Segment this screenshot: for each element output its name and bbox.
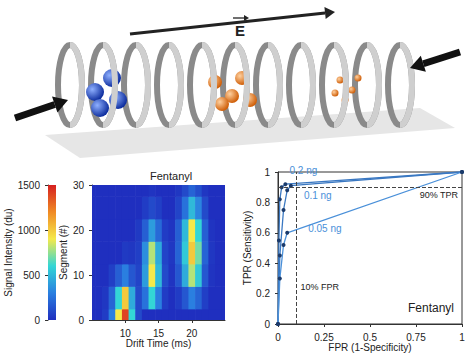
svg-text:10: 10: [120, 328, 132, 339]
svg-text:30: 30: [73, 180, 85, 191]
svg-text:20: 20: [73, 225, 85, 236]
svg-text:Signal Intensity (du): Signal Intensity (du): [3, 208, 14, 296]
svg-text:0.8: 0.8: [256, 197, 270, 208]
svg-text:Segment (#): Segment (#): [58, 225, 69, 280]
svg-text:0.05 ng: 0.05 ng: [308, 223, 341, 234]
svg-text:FPR (1-Specificity): FPR (1-Specificity): [328, 342, 411, 353]
svg-text:Fentanyl: Fentanyl: [150, 170, 192, 182]
svg-text:0: 0: [78, 315, 84, 326]
svg-text:Drift Time (ms): Drift Time (ms): [126, 338, 192, 349]
svg-text:0: 0: [264, 319, 270, 330]
svg-text:0.2: 0.2: [256, 288, 270, 299]
svg-text:Fentanyl: Fentanyl: [408, 301, 454, 315]
svg-text:0.1 ng: 0.1 ng: [304, 190, 332, 201]
svg-text:E: E: [235, 22, 245, 39]
svg-text:90% TPR: 90% TPR: [420, 190, 459, 200]
svg-text:0.2 ng: 0.2 ng: [289, 165, 317, 176]
svg-text:0.6: 0.6: [256, 227, 270, 238]
svg-text:0: 0: [275, 332, 281, 343]
svg-text:20: 20: [186, 328, 198, 339]
svg-text:0.25: 0.25: [314, 332, 334, 343]
svg-text:0.75: 0.75: [406, 332, 426, 343]
svg-text:0: 0: [34, 315, 40, 326]
svg-text:1: 1: [264, 167, 270, 178]
svg-text:0.5: 0.5: [363, 332, 377, 343]
svg-text:1: 1: [459, 332, 465, 343]
svg-text:500: 500: [23, 270, 40, 281]
svg-text:1000: 1000: [18, 225, 41, 236]
svg-text:10% FPR: 10% FPR: [300, 282, 339, 292]
svg-text:TPR (Sensitivity): TPR (Sensitivity): [242, 211, 253, 285]
svg-text:10: 10: [73, 270, 85, 281]
svg-text:0.4: 0.4: [256, 258, 270, 269]
svg-text:1500: 1500: [18, 180, 41, 191]
svg-text:15: 15: [153, 328, 165, 339]
